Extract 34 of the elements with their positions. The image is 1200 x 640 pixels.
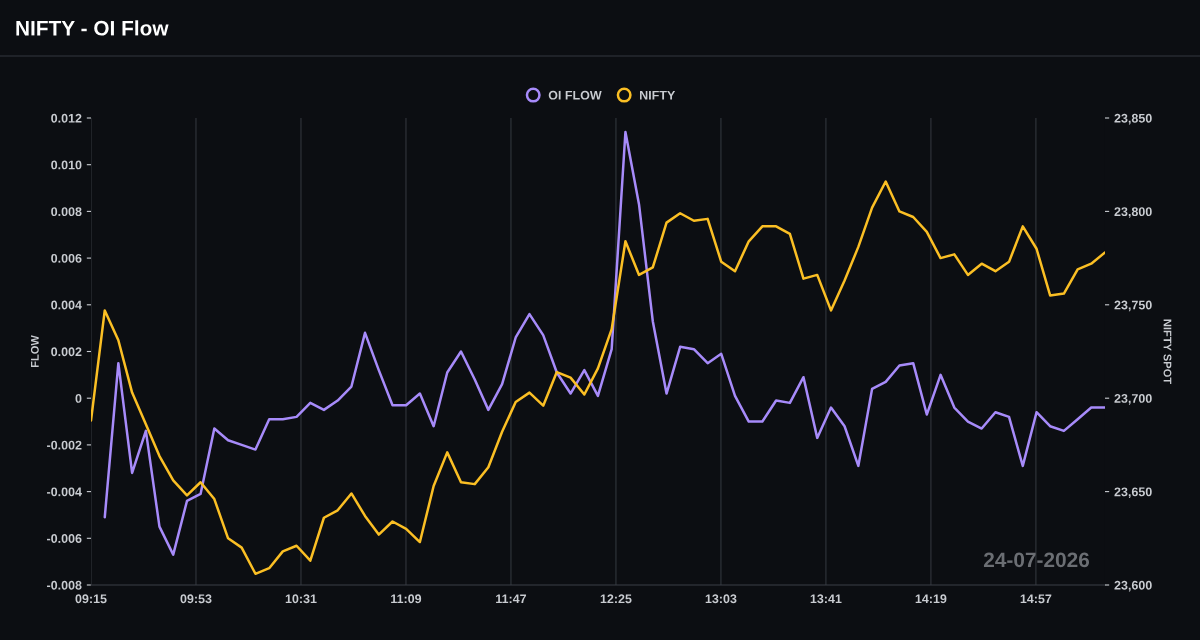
y-tick-label: 0.008 <box>51 207 82 217</box>
legend-label: OI FLOW <box>548 90 602 100</box>
x-tick-label: 11:09 <box>391 594 422 604</box>
y-tick-label: 0.006 <box>51 253 82 263</box>
y-tick-label: -0.002 <box>47 440 82 450</box>
x-tick-label: 14:19 <box>915 594 947 604</box>
y2-tick-label: 23,800 <box>1114 207 1152 218</box>
y-tick-label: 0.010 <box>51 160 82 170</box>
y2-tick-label: 23,600 <box>1114 580 1152 592</box>
chart-title: NIFTY - OI Flow <box>16 20 169 36</box>
x-tick-label: 14:57 <box>1020 594 1052 604</box>
x-tick-label: 11:47 <box>496 594 527 604</box>
y-tick-label: 0.012 <box>51 113 82 123</box>
x-tick-label: 12:25 <box>600 594 632 604</box>
x-tick-label: 10:31 <box>285 594 317 604</box>
y-tick-label: -0.008 <box>47 580 82 590</box>
x-tick-label: 09:15 <box>75 594 107 604</box>
annotation: 24-07-2026 <box>983 552 1090 568</box>
y2-tick-label: 23,750 <box>1114 300 1152 312</box>
y-axis-title: FLOW <box>30 335 39 368</box>
x-tick-label: 09:53 <box>180 594 212 604</box>
y-tick-label: 0 <box>75 394 82 403</box>
y2-axis-title: NIFTY SPOT <box>1163 319 1172 384</box>
legend-label: NIFTY <box>640 90 676 100</box>
y2-tick-label: 23,850 <box>1114 113 1152 125</box>
y-tick-label: 0.004 <box>51 300 82 310</box>
y-tick-label: -0.004 <box>47 487 82 497</box>
y-tick-label: 0.002 <box>51 347 82 357</box>
x-tick-label: 13:41 <box>810 594 842 604</box>
line-series <box>91 180 1105 576</box>
x-tick-label: 13:03 <box>705 594 737 604</box>
y-tick-label: -0.006 <box>47 534 82 543</box>
y2-tick-label: 23,700 <box>1114 394 1152 405</box>
y2-tick-label: 23,650 <box>1114 487 1152 499</box>
